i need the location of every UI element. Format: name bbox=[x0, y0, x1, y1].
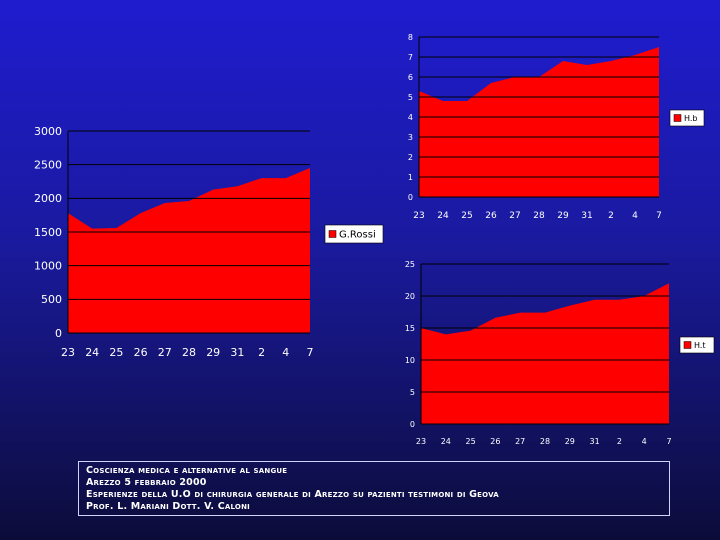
legend-box bbox=[679, 336, 715, 354]
x-tick-label: 7 bbox=[656, 211, 662, 221]
legend-box bbox=[324, 224, 384, 244]
x-tick-label: 4 bbox=[632, 211, 638, 221]
x-tick-label: 29 bbox=[557, 211, 569, 221]
x-tick-label: 29 bbox=[565, 437, 575, 446]
x-tick-label: 27 bbox=[509, 211, 520, 221]
slide-caption: Coscienza medica e alternative al sangue… bbox=[78, 461, 670, 516]
y-tick-label: 7 bbox=[408, 53, 413, 62]
area-series-0 bbox=[68, 168, 310, 333]
area-series-1 bbox=[419, 47, 659, 197]
x-tick-label: 27 bbox=[158, 346, 172, 359]
x-tick-label: 26 bbox=[490, 437, 500, 446]
x-tick-label: 27 bbox=[515, 437, 525, 446]
x-tick-label: 7 bbox=[307, 346, 314, 359]
y-tick-label: 4 bbox=[408, 113, 413, 122]
x-tick-label: 24 bbox=[437, 211, 449, 221]
x-tick-label: 28 bbox=[182, 346, 196, 359]
y-tick-label: 0 bbox=[55, 327, 62, 340]
y-tick-label: 6 bbox=[408, 73, 413, 82]
y-tick-label: 1500 bbox=[34, 226, 62, 239]
x-tick-label: 7 bbox=[666, 437, 671, 446]
legend-label: H.b bbox=[684, 114, 698, 123]
x-tick-label: 31 bbox=[590, 437, 600, 446]
y-tick-label: 25 bbox=[405, 260, 415, 269]
y-tick-label: 0 bbox=[408, 193, 413, 202]
x-tick-label: 25 bbox=[461, 211, 472, 221]
y-tick-label: 20 bbox=[405, 292, 415, 301]
y-tick-label: 10 bbox=[405, 356, 415, 365]
x-tick-label: 28 bbox=[540, 437, 550, 446]
caption-line-title: Coscienza medica e alternative al sangue bbox=[86, 465, 288, 476]
x-tick-label: 2 bbox=[608, 211, 614, 221]
x-tick-label: 4 bbox=[642, 437, 647, 446]
x-tick-label: 29 bbox=[206, 346, 220, 359]
y-tick-label: 1 bbox=[408, 173, 413, 182]
y-tick-label: 2500 bbox=[34, 159, 62, 172]
y-tick-label: 0 bbox=[410, 420, 415, 429]
y-tick-label: 2000 bbox=[34, 192, 62, 205]
legend-swatch bbox=[683, 341, 692, 349]
y-tick-label: 5 bbox=[410, 388, 415, 397]
y-tick-label: 3000 bbox=[34, 125, 62, 138]
x-tick-label: 23 bbox=[61, 346, 75, 359]
x-tick-label: 26 bbox=[134, 346, 148, 359]
x-tick-label: 31 bbox=[230, 346, 244, 359]
y-tick-label: 15 bbox=[405, 324, 415, 333]
legend-swatch bbox=[673, 114, 682, 122]
caption-line-authors: Prof. L. Mariani Dott. V. Caloni bbox=[86, 501, 250, 512]
x-tick-label: 24 bbox=[441, 437, 451, 446]
x-tick-label: 25 bbox=[466, 437, 476, 446]
y-tick-label: 500 bbox=[41, 293, 62, 306]
legend-label: H.t bbox=[694, 341, 706, 350]
x-tick-label: 24 bbox=[85, 346, 99, 359]
x-tick-label: 31 bbox=[581, 211, 592, 221]
x-tick-label: 28 bbox=[533, 211, 545, 221]
y-tick-label: 5 bbox=[408, 93, 413, 102]
area-series-2 bbox=[421, 283, 669, 424]
x-tick-label: 25 bbox=[109, 346, 123, 359]
x-tick-label: 26 bbox=[485, 211, 497, 221]
x-tick-label: 2 bbox=[617, 437, 622, 446]
caption-line-date: Arezzo 5 febbraio 2000 bbox=[86, 477, 207, 488]
y-tick-label: 3 bbox=[408, 133, 413, 142]
x-tick-label: 2 bbox=[258, 346, 265, 359]
x-tick-label: 4 bbox=[282, 346, 289, 359]
legend-label: G.Rossi bbox=[339, 230, 376, 241]
caption-line-subject: Esperienze della U.O di chirurgia genera… bbox=[86, 489, 499, 500]
x-tick-label: 23 bbox=[416, 437, 426, 446]
y-tick-label: 1000 bbox=[34, 260, 62, 273]
x-tick-label: 23 bbox=[413, 211, 424, 221]
y-tick-label: 2 bbox=[408, 153, 413, 162]
y-tick-label: 8 bbox=[408, 33, 413, 42]
legend-box bbox=[669, 109, 705, 127]
legend-swatch bbox=[328, 230, 337, 238]
